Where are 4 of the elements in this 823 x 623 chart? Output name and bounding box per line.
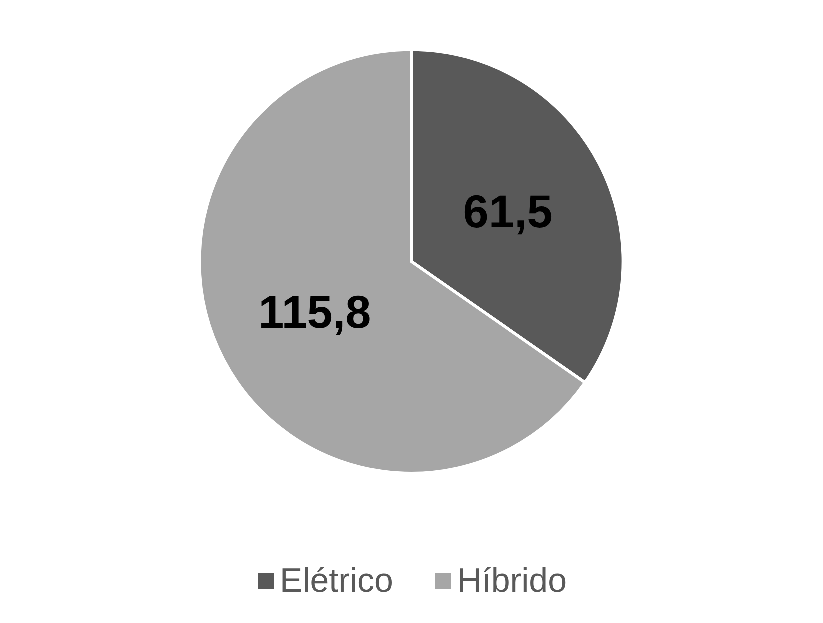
data-label: 115,8: [258, 286, 372, 338]
legend-label: Elétrico: [280, 562, 394, 600]
legend-label: Híbrido: [457, 562, 567, 600]
data-label: 61,5: [463, 185, 553, 238]
